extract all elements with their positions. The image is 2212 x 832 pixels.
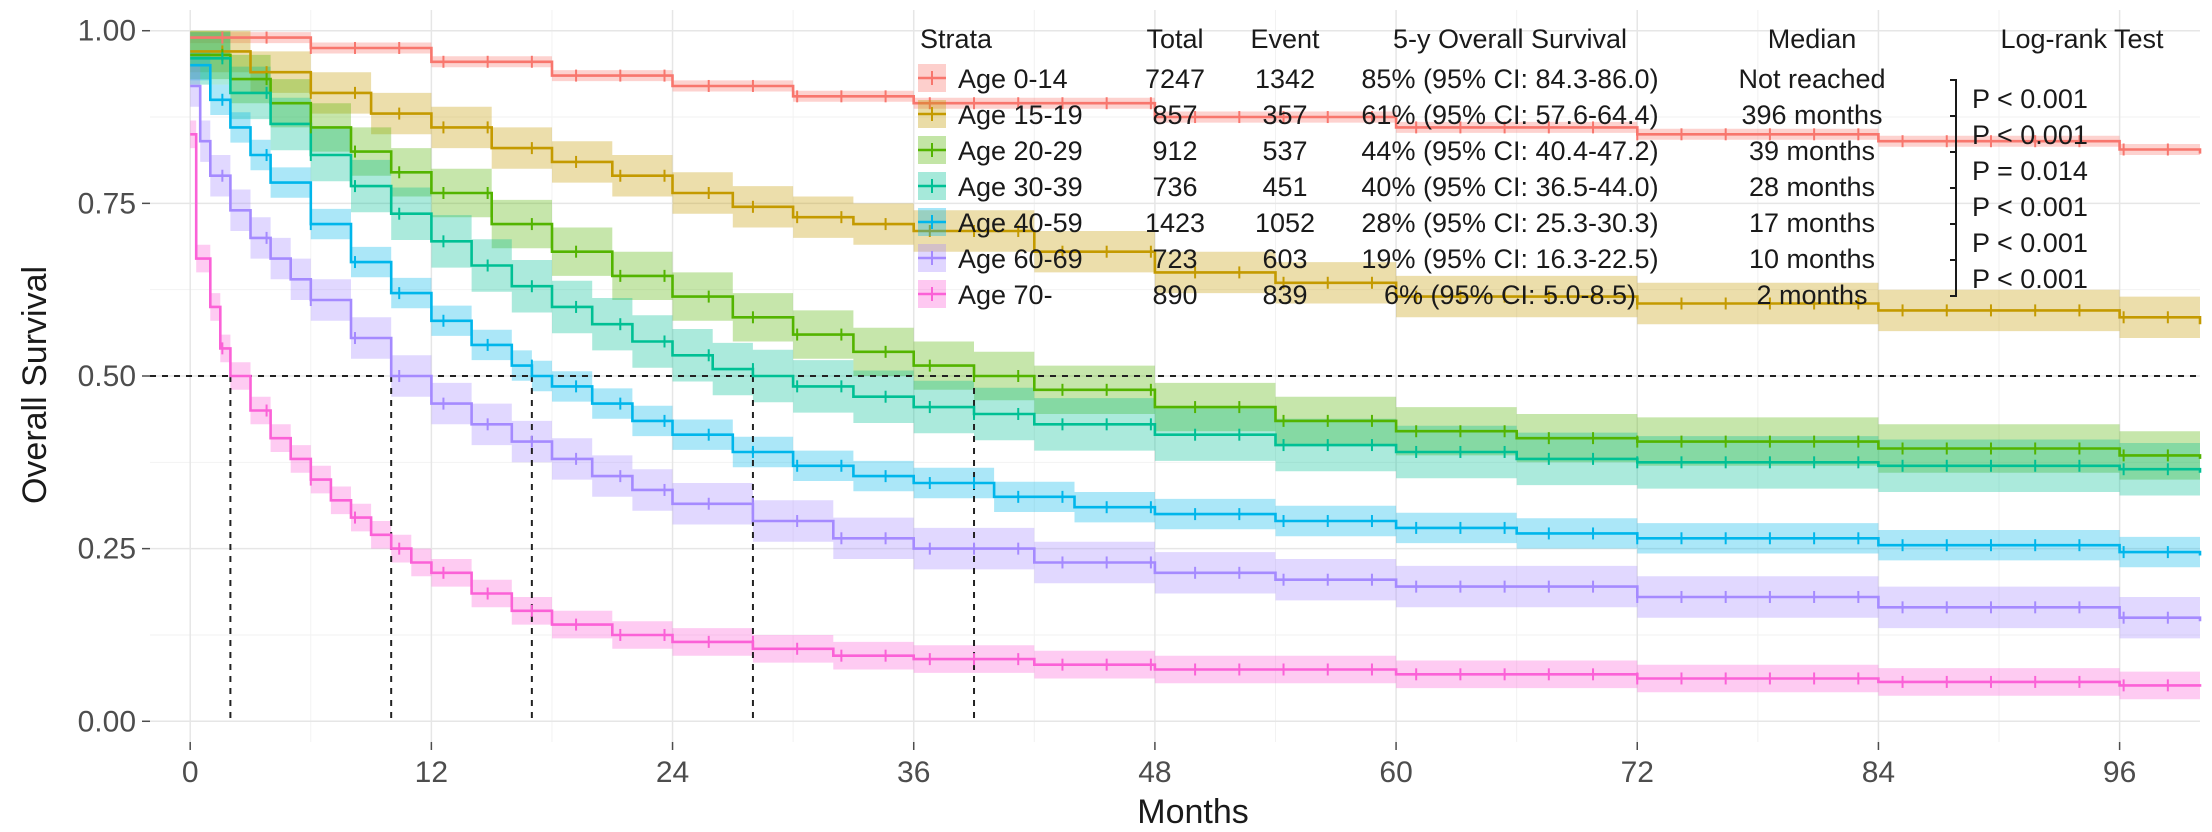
legend-total: 7247 xyxy=(1145,64,1205,94)
legend-title: Strata xyxy=(920,24,993,54)
curve-2 xyxy=(190,53,2202,459)
x-tick-label: 0 xyxy=(182,756,199,789)
legend-survival: 6% (95% CI: 5.0-8.5) xyxy=(1384,280,1636,310)
legend-survival: 40% (95% CI: 36.5-44.0) xyxy=(1361,172,1658,202)
x-tick-label: 72 xyxy=(1621,756,1654,789)
legend-stratum: Age 15-19 xyxy=(958,100,1083,130)
logrank-value: P < 0.001 xyxy=(1972,192,2088,222)
ci-band-4 xyxy=(190,50,2201,571)
ci-band-5 xyxy=(190,65,2201,642)
legend-median: 10 months xyxy=(1749,244,1875,274)
x-tick-label: 12 xyxy=(415,756,448,789)
legend-event: 1052 xyxy=(1255,208,1315,238)
legend-stratum: Age 20-29 xyxy=(958,136,1083,166)
legend-col-logrank: Log-rank Test xyxy=(2000,24,2164,54)
legend-col-total: Total xyxy=(1146,24,1203,54)
legend-survival: 19% (95% CI: 16.3-22.5) xyxy=(1361,244,1658,274)
legend-total: 736 xyxy=(1152,172,1197,202)
axis-ticks: 0 12 24 36 48 60 72 84 96 0.00 0.25 0.50 0.75 1.00 xyxy=(78,15,2137,789)
curve-0 xyxy=(190,36,2202,154)
logrank-value: P < 0.001 xyxy=(1972,264,2088,294)
legend-median: 28 months xyxy=(1749,172,1875,202)
ci-band-0 xyxy=(190,32,2201,160)
logrank-tests: P < 0.001 P < 0.001 P = 0.014 P < 0.001 P < … xyxy=(1950,79,2088,297)
legend-total: 890 xyxy=(1152,280,1197,310)
censor-marks xyxy=(221,31,2169,692)
x-tick-label: 48 xyxy=(1138,756,1171,789)
ci-band-2 xyxy=(190,30,2201,483)
logrank-value: P < 0.001 xyxy=(1972,84,2088,114)
x-tick-label: 36 xyxy=(897,756,930,789)
y-tick-label: 1.00 xyxy=(78,15,136,48)
legend-stratum: Age 40-59 xyxy=(958,208,1083,238)
legend-col-survival: 5-y Overall Survival xyxy=(1393,24,1627,54)
legend-stratum: Age 60-69 xyxy=(958,244,1083,274)
legend: Strata Total Event 5-y Overall Survival … xyxy=(918,24,2164,310)
legend-survival: 85% (95% CI: 84.3-86.0) xyxy=(1361,64,1658,94)
legend-stratum: Age 30-39 xyxy=(958,172,1083,202)
x-tick-label: 96 xyxy=(2103,756,2136,789)
logrank-value: P < 0.001 xyxy=(1972,120,2088,150)
legend-stratum: Age 0-14 xyxy=(958,64,1068,94)
legend-total: 912 xyxy=(1152,136,1197,166)
legend-median: 396 months xyxy=(1741,100,1882,130)
median-reference-lines xyxy=(150,375,2200,724)
legend-total: 857 xyxy=(1152,100,1197,130)
legend-col-median: Median xyxy=(1768,24,1857,54)
legend-survival: 44% (95% CI: 40.4-47.2) xyxy=(1361,136,1658,166)
legend-event: 603 xyxy=(1262,244,1307,274)
legend-stratum: Age 70- xyxy=(958,280,1053,310)
x-tick-label: 84 xyxy=(1862,756,1895,789)
y-tick-label: 0.25 xyxy=(78,533,136,566)
legend-total: 1423 xyxy=(1145,208,1205,238)
ci-band-3 xyxy=(190,32,2201,499)
confidence-bands xyxy=(190,30,2201,701)
legend-event: 451 xyxy=(1262,172,1307,202)
ci-band-1 xyxy=(190,30,2201,345)
logrank-value: P = 0.014 xyxy=(1972,156,2088,186)
curve-5 xyxy=(190,84,2202,622)
legend-median: Not reached xyxy=(1738,64,1885,94)
legend-median: 17 months xyxy=(1749,208,1875,238)
y-tick-label: 0.50 xyxy=(78,360,136,393)
x-tick-label: 60 xyxy=(1379,756,1412,789)
y-tick-label: 0.75 xyxy=(78,187,136,220)
legend-median: 39 months xyxy=(1749,136,1875,166)
legend-rows: Age 0-14 7247 1342 85% (95% CI: 84.3-86.0) N… xyxy=(918,64,1886,310)
x-tick-label: 24 xyxy=(656,756,689,789)
legend-survival: 61% (95% CI: 57.6-64.4) xyxy=(1361,100,1658,130)
legend-col-event: Event xyxy=(1250,24,1320,54)
y-tick-label: 0.00 xyxy=(78,705,136,738)
curve-6 xyxy=(190,133,2202,687)
legend-event: 1342 xyxy=(1255,64,1315,94)
legend-event: 357 xyxy=(1262,100,1307,130)
legend-median: 2 months xyxy=(1756,280,1867,310)
legend-survival: 28% (95% CI: 25.3-30.3) xyxy=(1361,208,1658,238)
logrank-value: P < 0.001 xyxy=(1972,228,2088,258)
legend-event: 537 xyxy=(1262,136,1307,166)
legend-total: 723 xyxy=(1152,244,1197,274)
curve-4 xyxy=(190,63,2202,556)
x-axis-title: Months xyxy=(1137,793,1249,831)
y-axis-title: Overall Survival xyxy=(16,266,54,504)
logrank-bracket xyxy=(1950,259,1957,297)
legend-event: 839 xyxy=(1262,280,1307,310)
